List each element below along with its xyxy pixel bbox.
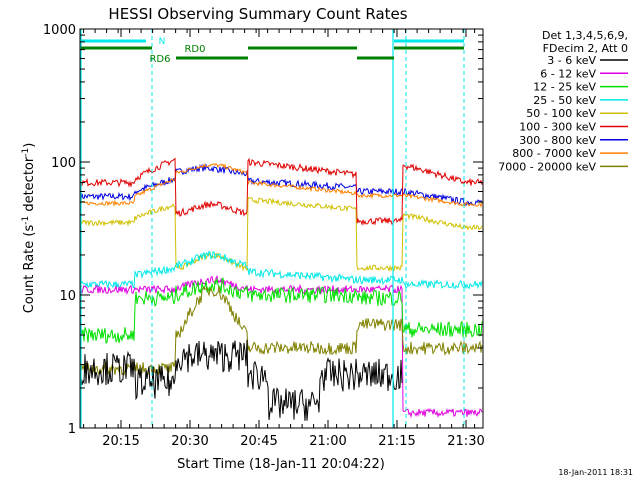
plot-area: N RD0 RD6 <box>80 29 483 428</box>
ylabel-sup-1: -1 <box>21 216 31 225</box>
legend-entry-label: 3 - 6 keV <box>547 54 596 67</box>
legend-entry-label: 25 - 50 keV <box>533 94 596 107</box>
x-tick-label: 20:45 <box>240 434 277 449</box>
y-tick-label: 1 <box>68 422 76 437</box>
legend-entry-label: 7000 - 20000 keV <box>498 160 596 173</box>
legend-entry-label: 12 - 25 keV <box>533 81 596 94</box>
x-axis-label: Start Time (18-Jan-11 20:04:22) <box>177 457 385 472</box>
y-axis: 1 10 100 1000 <box>43 23 483 437</box>
series-line-25-50 <box>80 250 483 290</box>
legend: Det 1,3,4,5,6,9, FDecim 2, Att 0 3 - 6 k… <box>498 29 628 173</box>
y-axis-label: Count Rate (s-1 detector-1) <box>21 143 37 314</box>
series-line-100-300 <box>80 157 483 226</box>
chart-title: HESSI Observing Summary Count Rates <box>108 5 407 23</box>
y-tick-label: 100 <box>51 156 76 171</box>
series-line-300-800 <box>80 163 483 207</box>
x-tick-label: 21:30 <box>447 434 484 449</box>
attenuator-label: N <box>159 37 166 47</box>
y-tick-label: 1000 <box>43 23 76 38</box>
legend-entry-label: 800 - 7000 keV <box>512 147 596 160</box>
x-tick-label: 20:15 <box>102 434 139 449</box>
series-line-50-100 <box>80 196 483 272</box>
x-tick-label: 21:15 <box>378 434 415 449</box>
y-tick-label: 10 <box>59 289 76 304</box>
ylabel-sup-2: -1 <box>21 148 31 157</box>
rd6-label: RD6 <box>149 54 170 65</box>
series-line-7000-20000 <box>80 285 483 377</box>
ylabel-part-1: Count Rate (s <box>22 225 37 314</box>
ylabel-part-3: ) <box>22 143 37 148</box>
x-tick-label: 21:00 <box>309 434 346 449</box>
rd0-label: RD0 <box>184 44 205 55</box>
x-tick-label: 20:30 <box>171 434 208 449</box>
series-line-3-6 <box>80 339 403 421</box>
legend-entry-label: 300 - 800 keV <box>519 134 596 147</box>
legend-entry-label: 6 - 12 keV <box>540 67 596 80</box>
x-axis: 20:15 20:30 20:45 21:00 21:15 21:30 <box>83 29 485 449</box>
legend-entry-label: 100 - 300 keV <box>519 121 596 134</box>
legend-header-1: Det 1,3,4,5,6,9, <box>542 29 628 42</box>
plot-frame <box>79 28 484 429</box>
ylabel-part-2: detector <box>22 156 37 216</box>
date-stamp: 18-Jan-2011 18:31 <box>558 468 633 477</box>
series-line-800-7000 <box>80 162 483 208</box>
legend-entry-label: 50 - 100 keV <box>526 107 596 120</box>
legend-header-2: FDecim 2, Att 0 <box>543 42 628 55</box>
series-line-12-25 <box>80 277 483 344</box>
